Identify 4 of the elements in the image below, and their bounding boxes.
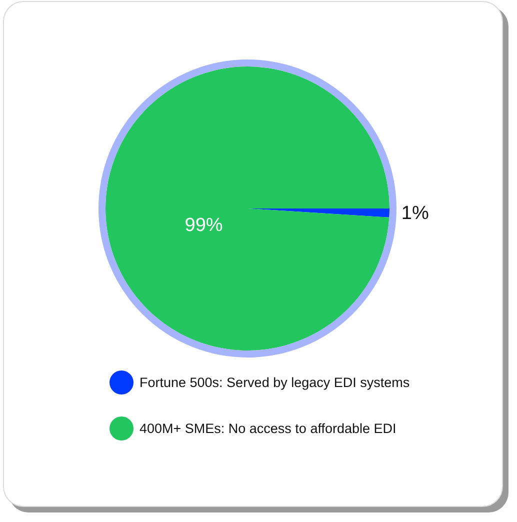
data-label: 1% [401, 202, 429, 224]
data-label: 99% [184, 214, 223, 236]
legend-label: Fortune 500s: Served by legacy EDI systems [140, 375, 410, 390]
legend-label: 400M+ SMEs: No access to affordable EDI [140, 421, 396, 436]
